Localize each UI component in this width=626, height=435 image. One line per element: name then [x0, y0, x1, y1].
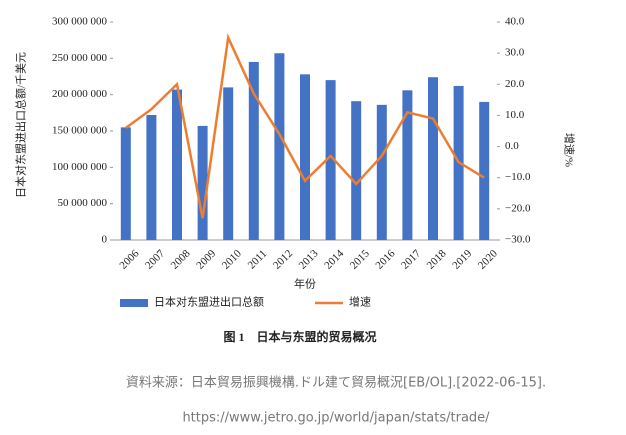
- bar: [402, 90, 413, 240]
- x-tick-label: 2008: [169, 247, 193, 271]
- caption: 图 1 日本与东盟的贸易概况: [223, 329, 376, 344]
- bar: [248, 61, 259, 240]
- y2ticks-label: 0.0: [505, 140, 519, 152]
- bar: [274, 53, 285, 240]
- x-tick-label: 2016: [373, 247, 397, 271]
- y2ticks-label: 40.0: [505, 16, 525, 28]
- x-tick-label: 2007: [143, 247, 167, 271]
- y2ticks-label: 10.0: [505, 109, 525, 121]
- yticks-label: 250 000 000: [52, 52, 108, 64]
- legend-label: 增速: [349, 295, 371, 309]
- x-axis-label: 年份: [294, 277, 316, 291]
- y2ticks-label: −20.0: [505, 202, 531, 214]
- yticks-label: 300 000 000: [52, 16, 108, 28]
- y2ticks-label: −10.0: [505, 171, 531, 183]
- source-line: 資料来源：日本貿易振興機構.ドル建て貿易概況[EB/OL].[2022-06-1…: [126, 376, 546, 391]
- y-axis-label: 日本对东盟进出口总额/千美元: [14, 52, 28, 198]
- x-tick-label: 2018: [425, 247, 449, 271]
- bar: [479, 101, 490, 240]
- line: [125, 33, 485, 219]
- yticks-label: 50 000 000: [58, 197, 108, 209]
- x-tick-label: 2015: [348, 247, 372, 271]
- y2ticks-label: 30.0: [505, 47, 525, 59]
- x-tick-label: 2017: [399, 247, 423, 271]
- bar: [351, 101, 362, 240]
- x-tick-label: 2009: [194, 247, 218, 271]
- x-tick-label: 2010: [220, 247, 244, 271]
- yticks-label: 0: [102, 234, 108, 246]
- y2ticks-label: 20.0: [505, 78, 525, 90]
- bar: [428, 77, 438, 240]
- bar: [223, 87, 234, 241]
- bar: [300, 74, 310, 240]
- bar: [120, 127, 131, 240]
- bar: [172, 89, 182, 240]
- yticks-label: 150 000 000: [52, 125, 108, 137]
- bar: [325, 80, 336, 240]
- x-tick-label: 2013: [297, 247, 321, 271]
- x-tick-label: 2014: [322, 247, 346, 271]
- x-tick-label: 2006: [117, 247, 141, 271]
- bar: [376, 104, 387, 240]
- legend-label: 日本对东盟进出口总额: [154, 295, 264, 309]
- legend-swatch: [120, 299, 148, 307]
- bar: [197, 125, 208, 240]
- x-tick-label: 2011: [246, 248, 270, 272]
- yticks-label: 200 000 000: [52, 88, 108, 100]
- source-line: https://www.jetro.go.jp/world/japan/stat…: [182, 411, 490, 426]
- x-tick-label: 2020: [476, 247, 500, 271]
- y2-axis-label: 增速/%: [562, 133, 576, 167]
- x-tick-label: 2019: [450, 247, 474, 271]
- bar: [146, 115, 157, 240]
- x-tick-label: 2012: [271, 248, 295, 272]
- yticks-label: 100 000 000: [52, 161, 108, 173]
- y2ticks-label: −30.0: [505, 234, 531, 246]
